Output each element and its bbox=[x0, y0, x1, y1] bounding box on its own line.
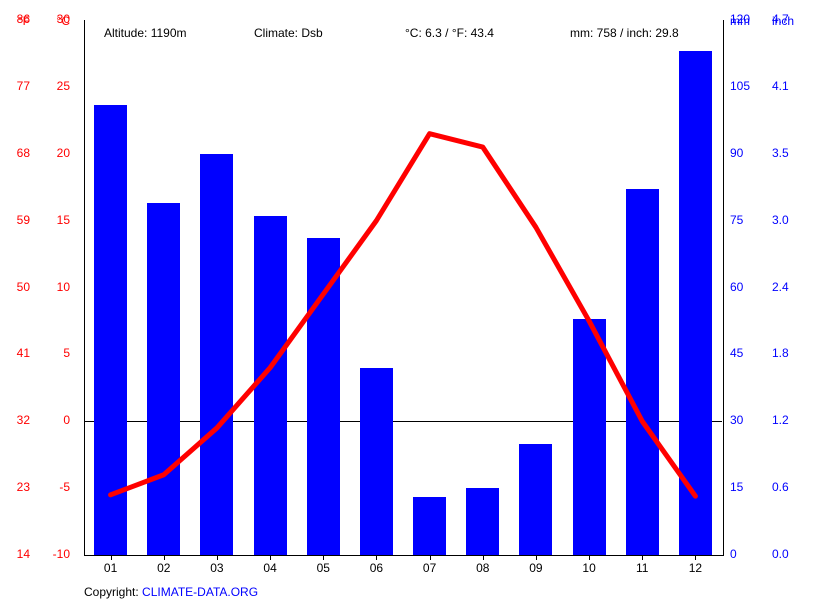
tick-label: 5 bbox=[40, 346, 70, 360]
tick-label: 45 bbox=[730, 346, 760, 360]
tick-label: 1.8 bbox=[772, 346, 810, 360]
bar-month-07 bbox=[413, 497, 446, 555]
tick-label: -10 bbox=[40, 547, 70, 561]
tick-label: -5 bbox=[40, 480, 70, 494]
tick-label: 1.2 bbox=[772, 413, 810, 427]
unit-inch: inch bbox=[772, 14, 810, 28]
x-tick bbox=[111, 555, 112, 560]
tick-label: 23 bbox=[0, 480, 30, 494]
tick-label: 68 bbox=[0, 146, 30, 160]
climate-chart: Altitude: 1190m Climate: Dsb °C: 6.3 / °… bbox=[0, 0, 815, 611]
bar-month-05 bbox=[307, 238, 340, 555]
tick-label: 15 bbox=[730, 480, 760, 494]
tick-label: 2.4 bbox=[772, 280, 810, 294]
bar-month-06 bbox=[360, 368, 393, 555]
copyright-label: Copyright: bbox=[84, 585, 139, 599]
tick-label: 20 bbox=[40, 146, 70, 160]
tick-label: 3.5 bbox=[772, 146, 810, 160]
tick-label: 0 bbox=[730, 547, 760, 561]
tick-label: 4.1 bbox=[772, 79, 810, 93]
tick-label: 0.0 bbox=[772, 547, 810, 561]
tick-label: 60 bbox=[730, 280, 760, 294]
bar-month-02 bbox=[147, 203, 180, 555]
bar-month-11 bbox=[626, 189, 659, 555]
x-tick bbox=[323, 555, 324, 560]
x-tick bbox=[589, 555, 590, 560]
bar-month-09 bbox=[519, 444, 552, 555]
tick-label: 10 bbox=[40, 280, 70, 294]
tick-label: 77 bbox=[0, 79, 30, 93]
copyright: Copyright: CLIMATE-DATA.ORG bbox=[84, 585, 258, 599]
bar-month-10 bbox=[573, 319, 606, 555]
tick-label: 90 bbox=[730, 146, 760, 160]
x-tick bbox=[642, 555, 643, 560]
tick-label: 14 bbox=[0, 547, 30, 561]
tick-label: 105 bbox=[730, 79, 760, 93]
tick-label: 30 bbox=[730, 413, 760, 427]
unit-fahrenheit: °F bbox=[0, 14, 30, 28]
x-label-02: 02 bbox=[157, 561, 170, 575]
tick-label: 41 bbox=[0, 346, 30, 360]
bar-month-04 bbox=[254, 216, 287, 555]
x-label-01: 01 bbox=[104, 561, 117, 575]
x-label-03: 03 bbox=[210, 561, 223, 575]
tick-label: 75 bbox=[730, 213, 760, 227]
x-label-09: 09 bbox=[529, 561, 542, 575]
tick-label: 32 bbox=[0, 413, 30, 427]
x-label-04: 04 bbox=[263, 561, 276, 575]
x-tick bbox=[483, 555, 484, 560]
unit-celsius: °C bbox=[40, 14, 70, 28]
x-tick bbox=[164, 555, 165, 560]
x-label-08: 08 bbox=[476, 561, 489, 575]
x-tick bbox=[217, 555, 218, 560]
copyright-value: CLIMATE-DATA.ORG bbox=[142, 585, 258, 599]
x-tick bbox=[270, 555, 271, 560]
x-label-12: 12 bbox=[689, 561, 702, 575]
bar-month-12 bbox=[679, 51, 712, 555]
bar-month-08 bbox=[466, 488, 499, 555]
tick-label: 25 bbox=[40, 79, 70, 93]
bar-month-01 bbox=[94, 105, 127, 555]
x-label-11: 11 bbox=[636, 561, 648, 575]
x-tick bbox=[536, 555, 537, 560]
tick-label: 15 bbox=[40, 213, 70, 227]
x-tick bbox=[695, 555, 696, 560]
tick-label: 59 bbox=[0, 213, 30, 227]
x-label-06: 06 bbox=[370, 561, 383, 575]
tick-label: 3.0 bbox=[772, 213, 810, 227]
x-label-05: 05 bbox=[317, 561, 330, 575]
tick-label: 50 bbox=[0, 280, 30, 294]
x-tick bbox=[376, 555, 377, 560]
tick-label: 0 bbox=[40, 413, 70, 427]
unit-mm: mm bbox=[730, 14, 760, 28]
x-label-07: 07 bbox=[423, 561, 436, 575]
x-label-10: 10 bbox=[582, 561, 595, 575]
tick-label: 0.6 bbox=[772, 480, 810, 494]
x-tick bbox=[430, 555, 431, 560]
bar-month-03 bbox=[200, 154, 233, 555]
